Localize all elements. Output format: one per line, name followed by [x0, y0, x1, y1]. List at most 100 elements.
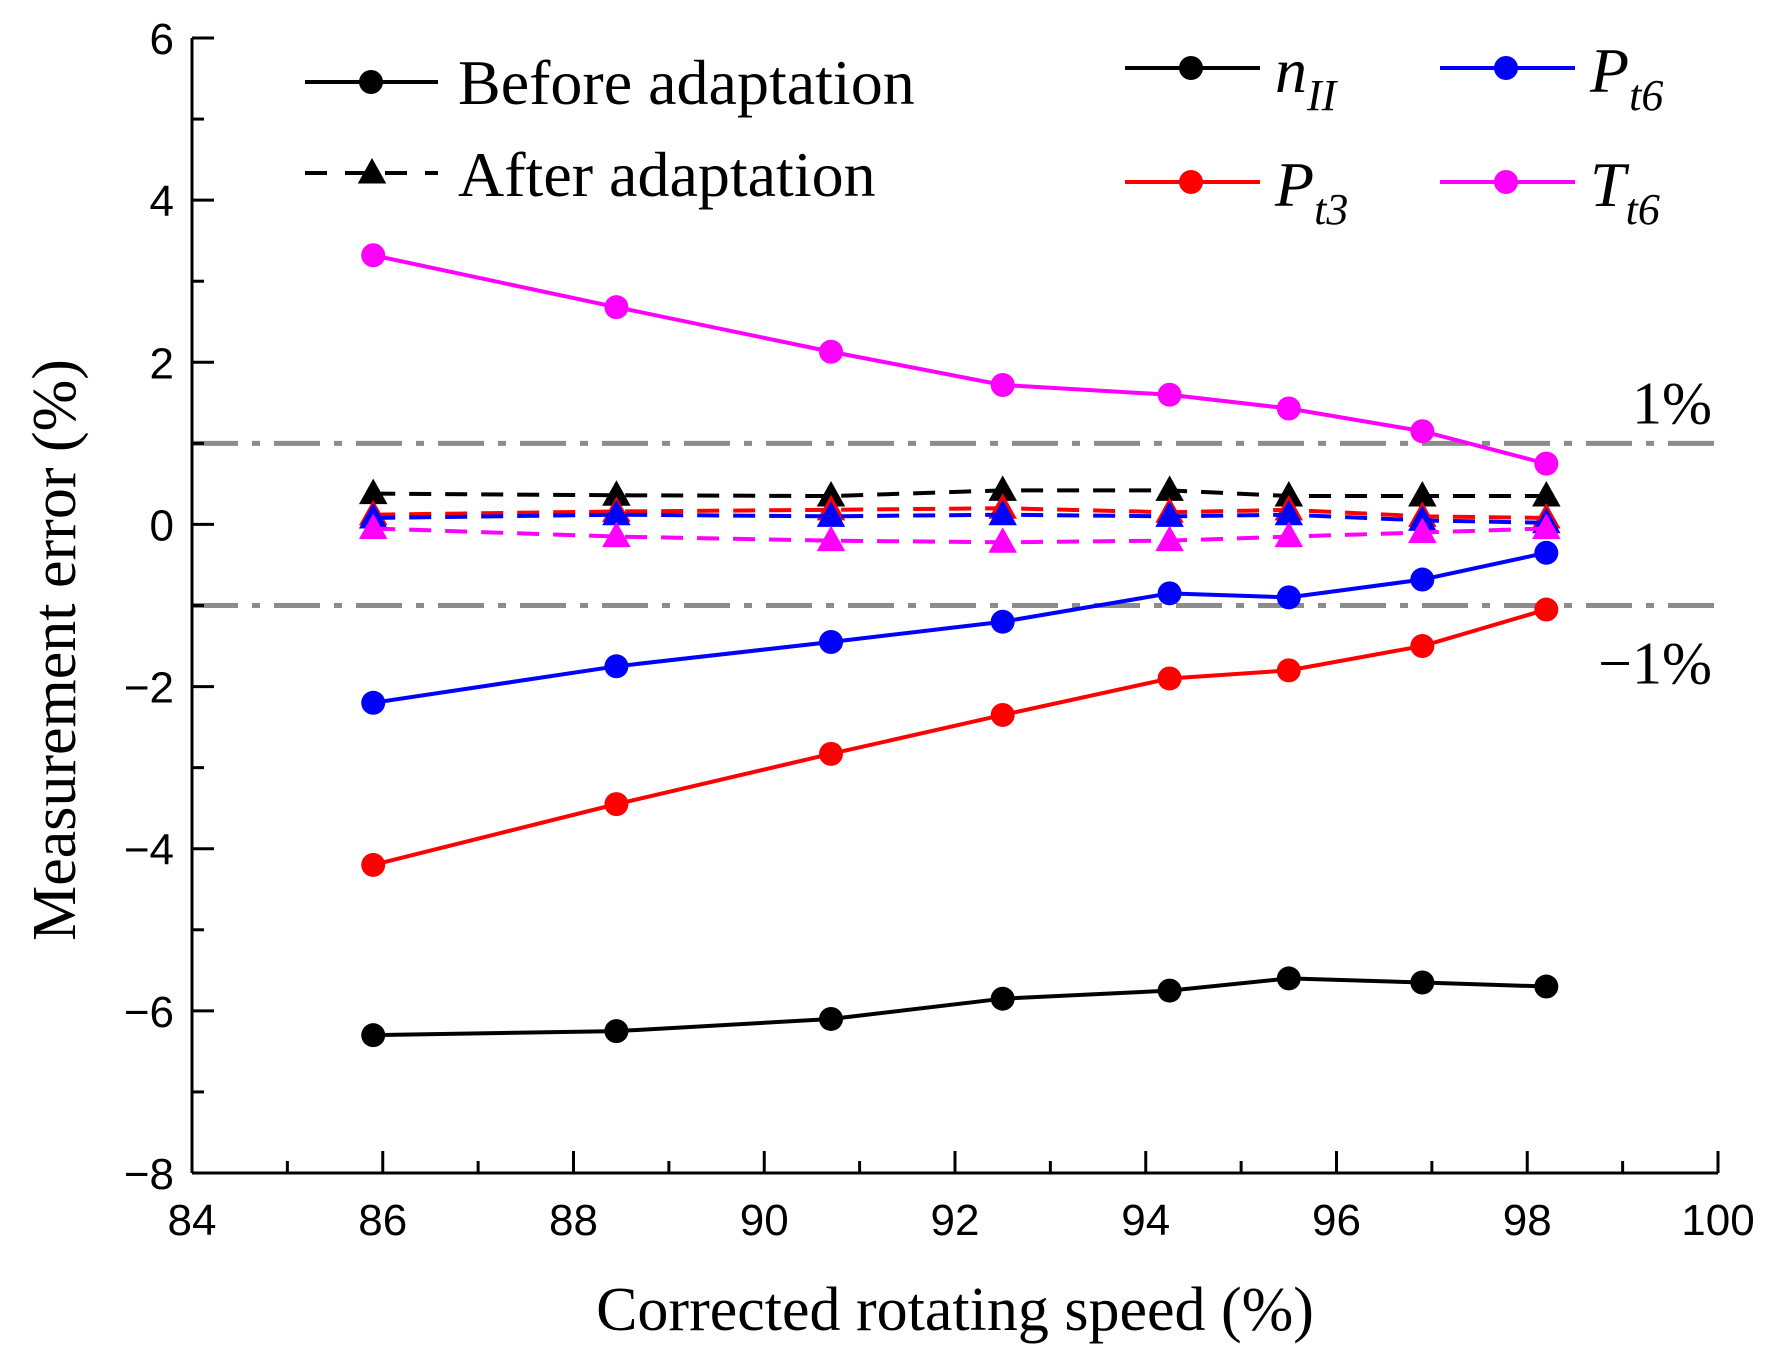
- x-tick-label: 94: [1121, 1196, 1170, 1245]
- x-tick-label: 92: [931, 1196, 980, 1245]
- series-line: [373, 526, 1547, 545]
- y-tick-label: −8: [124, 1150, 174, 1199]
- series-line: [373, 512, 1547, 525]
- data-point: [990, 609, 1015, 634]
- reference-line-label: −1%: [1598, 631, 1712, 697]
- data-point: [1534, 597, 1559, 622]
- data-point: [1534, 540, 1559, 565]
- data-point: [602, 499, 631, 526]
- data-point: [1157, 581, 1182, 606]
- series-line: [373, 488, 1547, 499]
- series-line: [373, 976, 1547, 1038]
- x-ticks: 84 86 88 90 92 94 96 98 100: [168, 1151, 1755, 1245]
- data-point: [361, 243, 386, 268]
- series-line: [372, 607, 1547, 867]
- data-point: [1410, 567, 1435, 592]
- legend-series-marker: [1179, 56, 1203, 80]
- data-point: [1276, 396, 1301, 421]
- data-point: [1410, 634, 1435, 659]
- reference-line-label: 1%: [1632, 370, 1712, 436]
- x-tick-label: 100: [1681, 1196, 1754, 1245]
- data-point: [1410, 419, 1435, 444]
- y-tick-label: 4: [150, 177, 174, 226]
- data-point: [816, 481, 846, 507]
- data-point: [1155, 475, 1184, 501]
- data-point: [988, 499, 1017, 526]
- data-point: [1157, 666, 1182, 691]
- data-point: [1408, 517, 1437, 544]
- reference-line-labels: 1% −1%: [1598, 370, 1712, 696]
- series-P_t6-before: [361, 540, 1559, 715]
- legend-after-marker: [357, 158, 387, 184]
- legend-after-label: After adaptation: [458, 139, 876, 210]
- data-point: [361, 852, 386, 877]
- series-line: [372, 253, 1547, 466]
- data-point: [1157, 382, 1182, 407]
- data-point: [1532, 513, 1561, 539]
- data-point: [1274, 499, 1304, 526]
- y-axis-title: Measurement error (%): [21, 359, 89, 941]
- data-point: [988, 475, 1017, 501]
- x-tick-label: 90: [740, 1196, 789, 1245]
- legend-series-marker: [1179, 170, 1203, 194]
- axes: 84 86 88 90 92 94 96 98 100 −8 −6 −4 −2 0 2 4 6: [124, 15, 1755, 1245]
- legend-before-label: Before adaptation: [458, 47, 915, 118]
- data-point: [604, 1019, 629, 1044]
- data-point: [990, 702, 1015, 727]
- data-point: [988, 527, 1017, 553]
- data-point: [990, 986, 1015, 1011]
- data-point: [602, 480, 631, 506]
- y-tick-label: 2: [150, 339, 174, 388]
- legend-series-subscript: t6: [1629, 71, 1663, 120]
- legend-series-label: Tt6: [1590, 149, 1660, 234]
- data-point: [1274, 521, 1304, 548]
- y-ticks: −8 −6 −4 −2 0 2 4 6: [124, 15, 214, 1199]
- data-point: [819, 339, 844, 364]
- x-tick-label: 86: [358, 1196, 407, 1245]
- y-tick-label: −2: [124, 664, 174, 713]
- data-point: [819, 629, 844, 654]
- data-point: [361, 1023, 386, 1048]
- data-point: [1410, 970, 1435, 995]
- x-tick-label: 96: [1312, 1196, 1361, 1245]
- data-point: [604, 295, 629, 320]
- legend-series-subscript: t3: [1314, 185, 1348, 234]
- series-n_II-before: [361, 966, 1559, 1048]
- x-axis-title: Corrected rotating speed (%): [596, 1276, 1314, 1344]
- data-point: [990, 372, 1015, 397]
- data-point: [361, 690, 386, 715]
- data-point: [819, 1006, 844, 1031]
- data-point: [1532, 481, 1561, 507]
- data-point: [816, 501, 846, 527]
- x-tick-label: 98: [1503, 1196, 1552, 1245]
- data-point: [602, 521, 631, 548]
- data-point: [358, 513, 388, 539]
- x-tick-label: 88: [549, 1196, 598, 1245]
- data-point: [1276, 966, 1301, 991]
- series-P_t3-before: [361, 597, 1559, 877]
- x-tick-label: 84: [168, 1196, 217, 1245]
- series-line: [373, 506, 1547, 520]
- series-n_II-after: [358, 475, 1561, 507]
- legend-before-marker: [359, 70, 383, 94]
- series-T_t6-after: [358, 513, 1561, 553]
- data-point: [1534, 451, 1559, 476]
- data-point: [819, 741, 844, 766]
- data-point: [1274, 481, 1304, 507]
- series-line: [372, 550, 1547, 705]
- y-tick-label: −6: [124, 988, 174, 1037]
- data-point: [1534, 974, 1559, 999]
- data-point: [1276, 585, 1301, 610]
- series-layer: [358, 243, 1561, 1048]
- data-point: [358, 478, 388, 505]
- data-point: [1276, 658, 1301, 683]
- data-point: [604, 654, 629, 679]
- data-point: [604, 792, 629, 817]
- y-tick-label: 0: [150, 501, 174, 550]
- legend-series-subscript: t6: [1626, 185, 1660, 234]
- legend-series-marker: [1494, 170, 1518, 194]
